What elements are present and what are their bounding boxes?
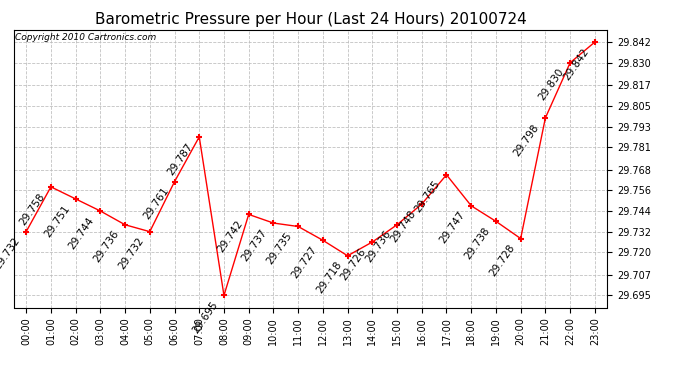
- Text: 29.761: 29.761: [141, 186, 170, 222]
- Text: 29.787: 29.787: [166, 141, 195, 177]
- Text: 29.726: 29.726: [339, 246, 368, 282]
- Text: 29.728: 29.728: [487, 243, 517, 278]
- Text: 29.732: 29.732: [117, 236, 146, 272]
- Text: 29.737: 29.737: [240, 227, 269, 263]
- Text: 29.742: 29.742: [215, 219, 244, 254]
- Text: 29.830: 29.830: [537, 67, 566, 102]
- Text: 29.747: 29.747: [438, 210, 467, 246]
- Text: 29.736: 29.736: [92, 229, 121, 265]
- Text: 29.738: 29.738: [462, 225, 492, 261]
- Text: 29.751: 29.751: [42, 203, 72, 239]
- Text: 29.732: 29.732: [0, 236, 22, 272]
- Text: 29.695: 29.695: [190, 300, 220, 335]
- Text: 29.727: 29.727: [290, 244, 319, 280]
- Text: 29.765: 29.765: [413, 179, 442, 214]
- Text: 29.842: 29.842: [562, 46, 591, 82]
- Text: 29.718: 29.718: [314, 260, 344, 296]
- Title: Barometric Pressure per Hour (Last 24 Hours) 20100724: Barometric Pressure per Hour (Last 24 Ho…: [95, 12, 526, 27]
- Text: Copyright 2010 Cartronics.com: Copyright 2010 Cartronics.com: [15, 33, 156, 42]
- Text: 29.798: 29.798: [512, 122, 541, 158]
- Text: 29.748: 29.748: [388, 208, 417, 244]
- Text: 29.758: 29.758: [17, 191, 47, 226]
- Text: 29.735: 29.735: [265, 231, 294, 266]
- Text: 29.744: 29.744: [67, 215, 96, 251]
- Text: 29.736: 29.736: [364, 229, 393, 265]
